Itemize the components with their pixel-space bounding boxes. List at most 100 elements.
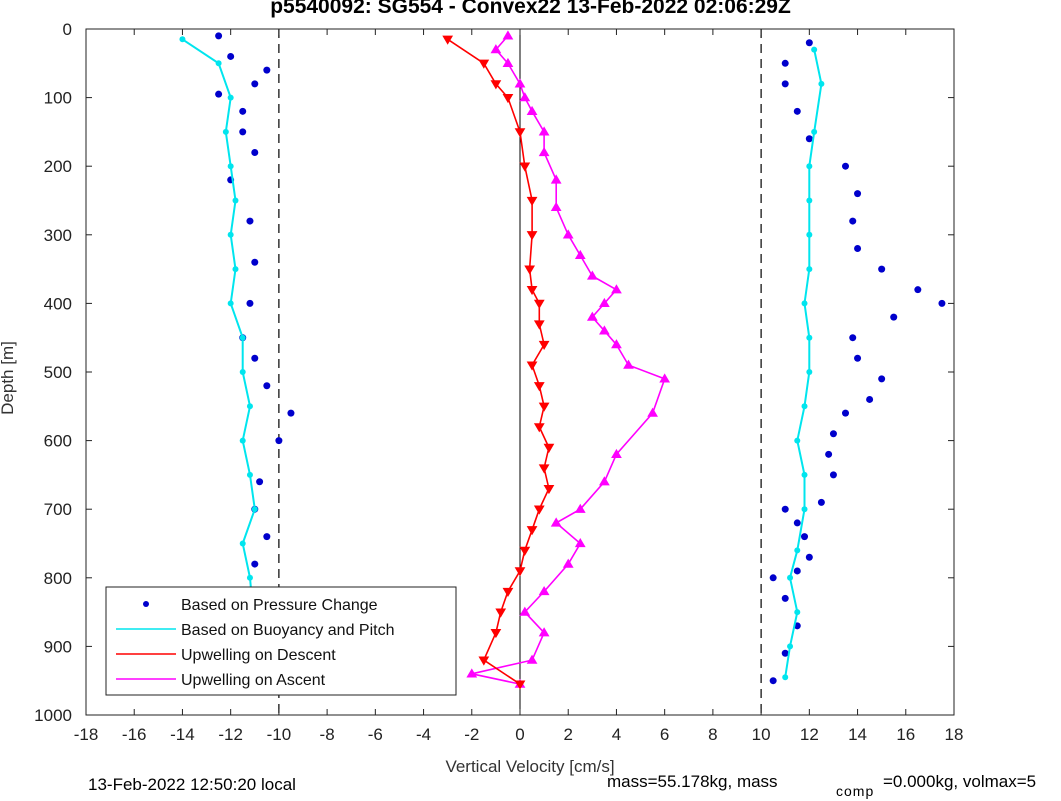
upwelling-ascent-marker: [526, 105, 538, 115]
upwelling-descent-marker: [519, 546, 531, 556]
legend-upwelling-descent-label: Upwelling on Descent: [181, 647, 336, 664]
buoyancy-ascent-point: [806, 197, 813, 204]
buoyancy-descent-point: [227, 163, 234, 170]
buoyancy-ascent-point: [801, 471, 808, 478]
upwelling-descent-marker: [533, 320, 545, 330]
upwelling-descent-marker: [524, 265, 536, 275]
x-tick-label: 4: [612, 725, 621, 744]
pressure-ascent-point: [781, 59, 789, 67]
pressure-ascent-point: [849, 217, 857, 225]
pressure-ascent-point: [866, 395, 874, 403]
x-tick-label: -14: [170, 725, 195, 744]
upwelling-descent-marker: [514, 680, 526, 690]
x-tick-label: 10: [752, 725, 771, 744]
x-tick-label: 12: [800, 725, 819, 744]
pressure-ascent-point: [793, 519, 801, 527]
y-tick-label: 500: [44, 363, 72, 382]
upwelling-ascent-marker: [599, 476, 610, 486]
legend-buoyancy-label: Based on Buoyancy and Pitch: [181, 622, 394, 639]
pressure-ascent-point: [849, 334, 857, 342]
upwelling-ascent-marker: [586, 270, 598, 280]
pressure-ascent-point: [801, 533, 809, 541]
upwelling-descent-marker: [490, 629, 502, 639]
pressure-ascent-point: [854, 354, 862, 362]
pressure-descent-point: [287, 409, 295, 417]
buoyancy-descent-point: [222, 128, 229, 135]
buoyancy-descent-point: [227, 231, 234, 238]
x-axis-label: Vertical Velocity [cm/s]: [445, 757, 615, 776]
buoyancy-descent-point: [246, 574, 253, 581]
y-tick-label: 400: [44, 294, 72, 313]
upwelling-ascent-marker: [599, 325, 610, 335]
buoyancy-descent-point: [239, 437, 246, 444]
buoyancy-descent-point: [232, 266, 239, 273]
upwelling-ascent-marker: [519, 92, 531, 102]
buoyancy-ascent-point: [806, 266, 813, 273]
buoyancy-descent-point: [232, 197, 239, 204]
x-tick-label: -6: [368, 725, 383, 744]
pressure-descent-point: [251, 560, 259, 568]
upwelling-ascent-marker: [562, 229, 574, 239]
x-tick-label: 14: [848, 725, 867, 744]
buoyancy-descent-point: [239, 334, 246, 341]
buoyancy-ascent-point: [782, 674, 789, 681]
pressure-ascent-point: [878, 265, 886, 273]
x-tick-label: -2: [464, 725, 479, 744]
y-axis-label: Depth [m]: [0, 341, 17, 415]
upwelling-ascent-marker: [611, 448, 622, 458]
upwelling-ascent-marker: [538, 627, 550, 637]
upwelling-descent-marker: [533, 299, 545, 309]
pressure-descent-point: [263, 66, 271, 74]
pressure-ascent-point: [793, 107, 801, 115]
x-tick-label: -10: [267, 725, 292, 744]
y-tick-label: 600: [44, 432, 72, 451]
pressure-ascent-point: [938, 299, 946, 307]
legend-upwelling-ascent-label: Upwelling on Ascent: [181, 672, 326, 689]
pressure-ascent-point: [781, 594, 789, 602]
buoyancy-ascent-point: [811, 128, 818, 135]
upwelling-descent-marker: [526, 361, 538, 371]
upwelling-ascent-marker: [611, 339, 622, 349]
upwelling-descent-marker: [478, 656, 490, 666]
x-tick-label: 2: [563, 725, 572, 744]
pressure-ascent-point: [793, 567, 801, 575]
buoyancy-ascent-point: [806, 334, 813, 341]
x-tick-label: 8: [708, 725, 717, 744]
pressure-descent-point: [251, 80, 259, 88]
upwelling-descent-marker: [533, 505, 545, 515]
pressure-ascent-point: [854, 245, 862, 253]
pressure-ascent-point: [825, 450, 833, 458]
buoyancy-ascent-point: [794, 609, 801, 616]
y-tick-label: 1000: [34, 706, 72, 725]
y-tick-label: 200: [44, 157, 72, 176]
x-tick-label: 0: [515, 725, 524, 744]
upwelling-descent-marker: [519, 162, 531, 172]
upwelling-ascent-marker: [519, 606, 531, 616]
pressure-ascent-point: [842, 409, 849, 417]
upwelling-ascent-marker: [538, 586, 550, 596]
y-tick-label: 900: [44, 637, 72, 656]
upwelling-descent-marker: [533, 382, 545, 392]
buoyancy-ascent-point: [818, 80, 825, 87]
buoyancy-descent-point: [227, 300, 234, 307]
upwelling-ascent-marker: [490, 44, 502, 54]
y-tick-label: 100: [44, 89, 72, 108]
upwelling-descent-marker: [514, 567, 526, 577]
upwelling-descent-marker: [526, 526, 538, 536]
upwelling-descent-marker: [442, 35, 454, 45]
upwelling-descent-marker: [526, 196, 538, 206]
pressure-ascent-point: [781, 80, 789, 88]
y-tick-label: 700: [44, 500, 72, 519]
chart-title: p5540092: SG554 - Convex22 13-Feb-2022 0…: [270, 0, 791, 18]
upwelling-ascent-marker: [514, 78, 526, 88]
upwelling-descent-marker: [543, 443, 555, 453]
pressure-descent-point: [275, 437, 283, 445]
pressure-ascent-point: [817, 498, 825, 506]
pressure-ascent-point: [878, 375, 886, 383]
pressure-ascent-point: [805, 553, 813, 561]
pressure-ascent-point: [805, 135, 813, 143]
pressure-descent-point: [227, 52, 235, 60]
pressure-descent-point: [263, 382, 271, 390]
buoyancy-ascent-point: [811, 46, 818, 53]
upwelling-ascent-marker: [647, 407, 658, 417]
